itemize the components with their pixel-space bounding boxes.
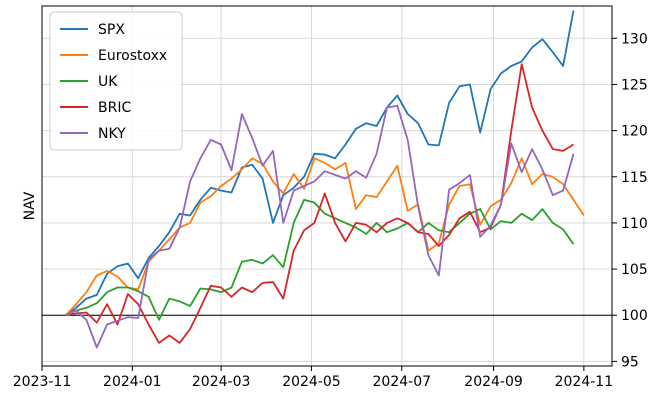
legend: SPX Eurostoxx UK BRIC NKY [49,11,183,151]
legend-label: SPX [98,22,125,38]
x-tick-label: 2024-01 [103,374,162,390]
y-tick-label: 115 [621,170,648,186]
y-tick-label: 95 [621,354,639,370]
y-tick-label: 110 [621,216,648,232]
series-line-spx [65,10,575,316]
x-axis: 2023-11 2024-01 2024-03 2024-05 2024-07 2024-… [13,366,613,390]
legend-box [49,11,183,151]
plot-frame [41,5,613,367]
y-tick-label: 130 [621,31,648,47]
x-tick-label: 2023-11 [13,374,72,390]
x-tick-label: 2024-11 [555,374,614,390]
x-tick-label: 2024-09 [464,374,523,390]
legend-label: Eurostoxx [98,48,167,64]
series-line-nky [65,104,575,349]
y-axis: 95 100 105 110 115 120 125 130 [612,31,648,370]
y-tick-label: 105 [621,262,648,278]
y-tick-label: 125 [621,77,648,93]
x-tick-label: 2024-05 [282,374,341,390]
legend-label: UK [98,74,118,90]
y-tick-label: 100 [621,308,648,324]
y-axis-label: NAV [22,191,38,220]
legend-label: BRIC [98,100,131,116]
legend-label: NKY [98,126,126,142]
x-tick-label: 2024-07 [373,374,432,390]
series-line-eurostoxx [65,157,585,316]
x-tick-label: 2024-03 [192,374,251,390]
y-tick-label: 120 [621,124,648,140]
series-lines [65,10,585,349]
